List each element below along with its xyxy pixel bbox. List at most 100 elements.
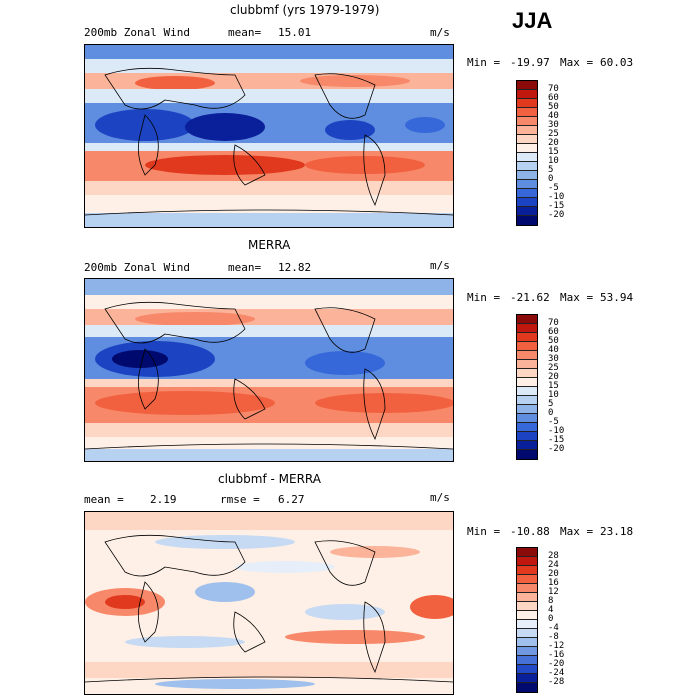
panel-3-min-label: Min = <box>467 525 501 538</box>
colorbar-swatch <box>517 144 537 153</box>
colorbar-swatch <box>517 423 537 432</box>
colorbar-tick-label: -15 <box>548 201 565 211</box>
panel-1-map <box>84 44 454 228</box>
colorbar-tick-label: 50 <box>548 102 559 112</box>
panel-1-min-value: -19.97 <box>510 56 550 69</box>
colorbar-tick-label: 30 <box>548 354 559 364</box>
colorbar-tick-label: 15 <box>548 381 559 391</box>
colorbar-tick-label: -20 <box>548 659 565 669</box>
colorbar-tick-label: 25 <box>548 363 559 373</box>
panel-3-max-label: Max = <box>560 525 594 538</box>
colorbar-swatch <box>517 629 537 638</box>
colorbar-tick-label: -20 <box>548 444 565 454</box>
colorbar-swatch <box>517 207 537 216</box>
colorbar-tick-label: 40 <box>548 111 559 121</box>
colorbar-tick-label: -10 <box>548 192 565 202</box>
panel-2-map-svg <box>85 279 453 461</box>
colorbar-swatch <box>517 171 537 180</box>
panel-2-min-label: Min = <box>467 291 501 304</box>
panel-1-max-value: 60.03 <box>600 56 634 69</box>
panel-3-mean-label: mean = <box>84 493 124 506</box>
colorbar-tick-label: -10 <box>548 426 565 436</box>
colorbar-swatch <box>517 593 537 602</box>
colorbar-swatch <box>517 108 537 117</box>
colorbar-swatch <box>517 441 537 450</box>
panel-2-mean-value: 12.82 <box>278 261 312 274</box>
panel-1-map-svg <box>85 45 453 227</box>
colorbar-tick-label: 60 <box>548 327 559 337</box>
colorbar-swatch <box>517 126 537 135</box>
colorbar-tick-label: 16 <box>548 578 559 588</box>
colorbar-tick-label: -28 <box>548 677 565 687</box>
colorbar-swatch <box>517 566 537 575</box>
colorbar-tick-label: 5 <box>548 165 554 175</box>
colorbar-swatch <box>517 575 537 584</box>
panel-2-max-label: Max = <box>560 291 594 304</box>
panel-1-min-label: Min = <box>467 56 501 69</box>
panel-3-map <box>84 511 454 695</box>
colorbar-tick-label: 60 <box>548 93 559 103</box>
panel-2-units: m/s <box>430 259 450 272</box>
panel-1-colorbar <box>516 80 538 226</box>
panel-1-field-label: 200mb Zonal Wind <box>84 26 190 39</box>
colorbar-tick-label: -12 <box>548 641 565 651</box>
colorbar-tick-label: 12 <box>548 587 559 597</box>
colorbar-swatch <box>517 665 537 674</box>
colorbar-swatch <box>517 656 537 665</box>
panel-2-title: MERRA <box>248 238 291 252</box>
panel-3-title: clubbmf - MERRA <box>218 472 321 486</box>
colorbar-tick-label: 4 <box>548 605 554 615</box>
colorbar-tick-label: 0 <box>548 408 554 418</box>
colorbar-tick-label: -15 <box>548 435 565 445</box>
colorbar-tick-label: 10 <box>548 390 559 400</box>
panel-3-rmse-label: rmse = <box>220 493 260 506</box>
colorbar-swatch <box>517 405 537 414</box>
colorbar-tick-label: 40 <box>548 345 559 355</box>
colorbar-tick-label: -8 <box>548 632 559 642</box>
colorbar-tick-label: -5 <box>548 183 559 193</box>
colorbar-swatch <box>517 117 537 126</box>
colorbar-swatch <box>517 81 537 90</box>
colorbar-swatch <box>517 557 537 566</box>
colorbar-swatch <box>517 450 537 459</box>
colorbar-tick-label: -24 <box>548 668 565 678</box>
colorbar-swatch <box>517 180 537 189</box>
colorbar-tick-label: 20 <box>548 372 559 382</box>
colorbar-swatch <box>517 584 537 593</box>
panel-3-max-value: 23.18 <box>600 525 634 538</box>
colorbar-tick-label: 10 <box>548 156 559 166</box>
panel-3-colorbar <box>516 547 538 693</box>
colorbar-swatch <box>517 620 537 629</box>
season-label: JJA <box>512 8 553 33</box>
colorbar-tick-label: 70 <box>548 84 559 94</box>
panel-2-min-value: -21.62 <box>510 291 550 304</box>
colorbar-tick-label: 25 <box>548 129 559 139</box>
colorbar-swatch <box>517 387 537 396</box>
colorbar-swatch <box>517 351 537 360</box>
colorbar-swatch <box>517 647 537 656</box>
colorbar-swatch <box>517 216 537 225</box>
panel-2-map <box>84 278 454 462</box>
panel-2-field-label: 200mb Zonal Wind <box>84 261 190 274</box>
panel-3-mean-value: 2.19 <box>150 493 177 506</box>
panel-1-max-label: Max = <box>560 56 594 69</box>
colorbar-swatch <box>517 324 537 333</box>
panel-3-min-value: -10.88 <box>510 525 550 538</box>
colorbar-swatch <box>517 333 537 342</box>
colorbar-swatch <box>517 198 537 207</box>
colorbar-swatch <box>517 189 537 198</box>
colorbar-tick-label: -16 <box>548 650 565 660</box>
panel-1-title: clubbmf (yrs 1979-1979) <box>230 3 380 17</box>
panel-3-rmse-value: 6.27 <box>278 493 305 506</box>
colorbar-tick-label: 28 <box>548 551 559 561</box>
colorbar-swatch <box>517 135 537 144</box>
colorbar-swatch <box>517 360 537 369</box>
colorbar-tick-label: 8 <box>548 596 554 606</box>
colorbar-tick-label: 0 <box>548 614 554 624</box>
colorbar-tick-label: 5 <box>548 399 554 409</box>
colorbar-tick-label: 50 <box>548 336 559 346</box>
colorbar-swatch <box>517 90 537 99</box>
colorbar-tick-label: -4 <box>548 623 559 633</box>
colorbar-tick-label: 30 <box>548 120 559 130</box>
panel-1-mean-label: mean= <box>228 26 262 39</box>
